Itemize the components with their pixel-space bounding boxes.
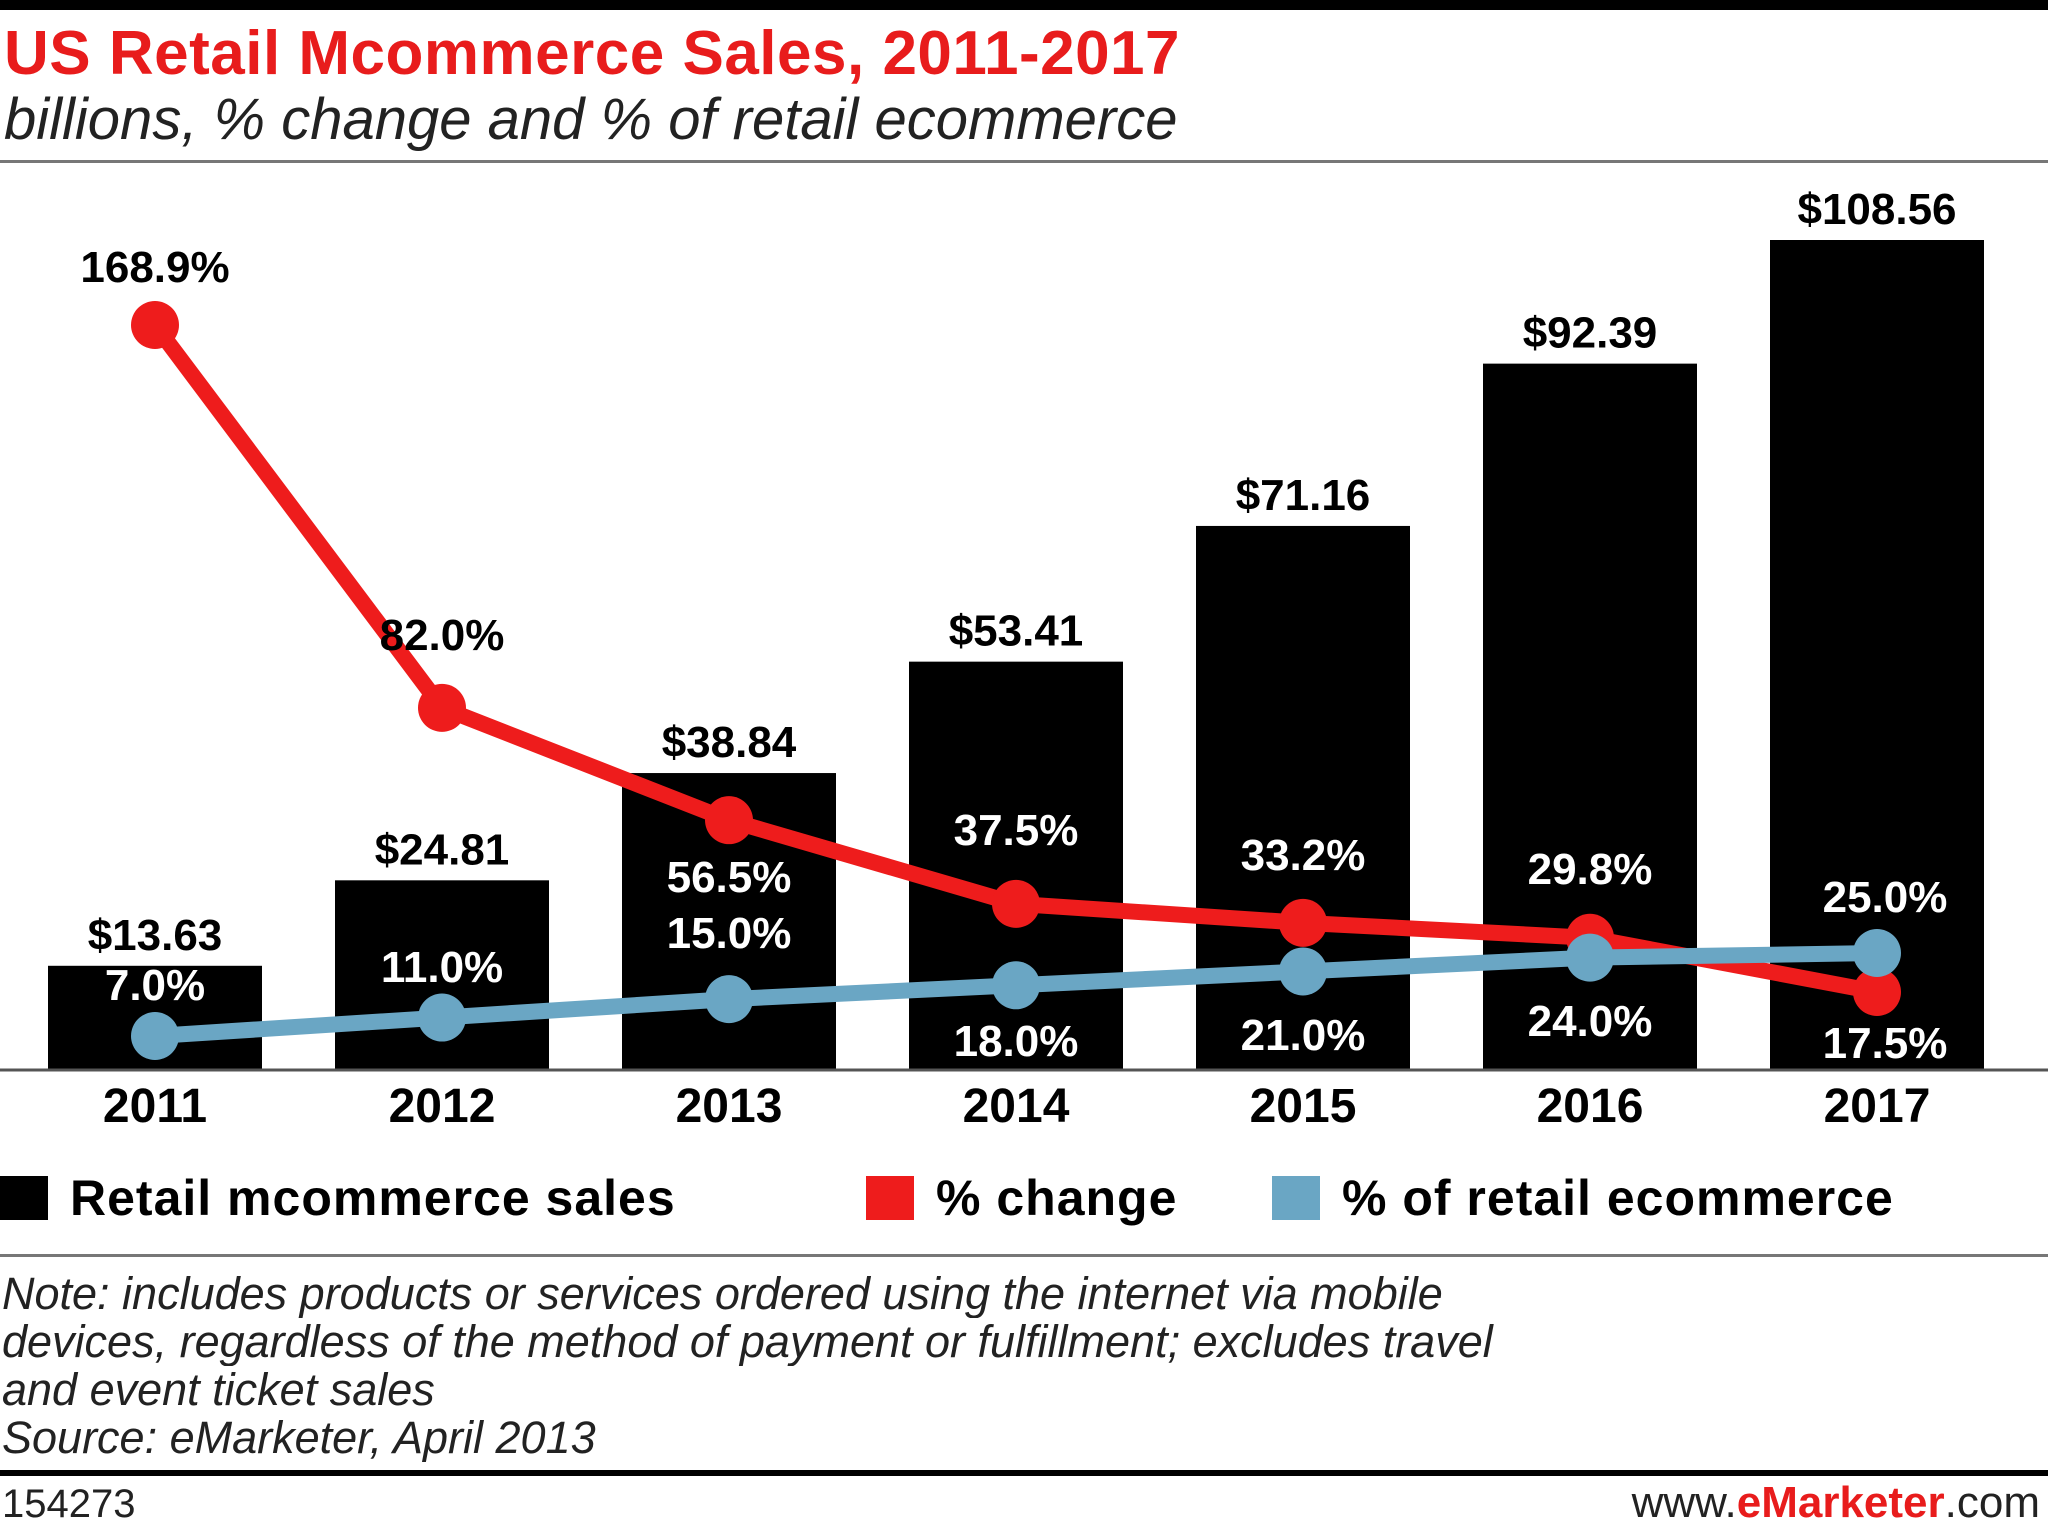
top-rule: [0, 0, 2048, 10]
share-point: [1279, 947, 1327, 996]
change-point: [1279, 898, 1327, 947]
share-point: [1566, 933, 1614, 982]
change-point: [705, 796, 753, 845]
change-point: [1853, 968, 1901, 1016]
share-label: 11.0%: [381, 943, 503, 992]
bar-value-label: $13.63: [88, 911, 223, 960]
share-point: [418, 993, 466, 1042]
chart-id: 154273: [2, 1482, 136, 1526]
bar-value-label: $53.41: [949, 607, 1084, 656]
change-label: 56.5%: [667, 853, 792, 902]
bar-value-label: $92.39: [1523, 309, 1658, 358]
bar-value-label: $24.81: [375, 825, 510, 874]
change-point: [418, 683, 466, 732]
bar-value-label: $38.84: [662, 718, 797, 767]
url-prefix: www.: [1631, 1478, 1737, 1527]
legend-swatch-sales: [0, 1176, 48, 1220]
note-line: Note: includes products or services orde…: [2, 1270, 1443, 1318]
chart-title: US Retail Mcommerce Sales, 2011-2017: [4, 19, 1181, 88]
legend-item-change: % change: [866, 1168, 1177, 1228]
change-label: 17.5%: [1823, 1019, 1948, 1068]
share-label: 24.0%: [1528, 997, 1653, 1046]
x-tick-label: 2017: [1824, 1080, 1931, 1130]
legend-item-sales: Retail mcommerce sales: [0, 1168, 676, 1228]
change-label: 82.0%: [380, 611, 505, 660]
change-label: 37.5%: [954, 806, 1079, 855]
share-label: 25.0%: [1823, 873, 1948, 922]
source-url: www.eMarketer.com: [1632, 1478, 2040, 1528]
change-label: 29.8%: [1528, 845, 1653, 894]
note-divider: [0, 1254, 2048, 1257]
change-label: 168.9%: [80, 243, 229, 292]
legend-item-share: % of retail ecommerce: [1272, 1168, 1894, 1228]
share-label: 21.0%: [1241, 1011, 1366, 1060]
mcommerce-chart: $13.63 $24.81 $38.84 $53.41 $71.16 $92.39 $108…: [0, 185, 2048, 1130]
share-point: [992, 961, 1040, 1010]
share-label: 15.0%: [667, 909, 792, 958]
header-divider: [0, 160, 2048, 163]
share-point: [1853, 929, 1901, 977]
change-point: [131, 301, 179, 349]
brand-name: eMarketer: [1736, 1478, 1945, 1527]
share-label: 7.0%: [105, 961, 205, 1010]
legend-label-share: % of retail ecommerce: [1342, 1170, 1894, 1226]
x-tick-label: 2013: [676, 1080, 783, 1130]
x-tick-label: 2016: [1537, 1080, 1644, 1130]
share-label: 18.0%: [954, 1017, 1079, 1066]
legend-swatch-change: [866, 1176, 914, 1220]
legend: Retail mcommerce sales % change % of ret…: [0, 1168, 2048, 1228]
legend-swatch-share: [1272, 1176, 1320, 1220]
legend-label-change: % change: [936, 1170, 1178, 1226]
footer-rule: [0, 1470, 2048, 1476]
legend-label-sales: Retail mcommerce sales: [70, 1170, 676, 1226]
note-line: devices, regardless of the method of pay…: [2, 1318, 1493, 1366]
x-tick-label: 2015: [1250, 1080, 1357, 1130]
url-suffix: .com: [1944, 1478, 2040, 1527]
x-tick-label: 2014: [963, 1080, 1070, 1130]
bar-value-label: $108.56: [1797, 185, 1956, 234]
bar-value-label: $71.16: [1236, 471, 1371, 520]
change-point: [992, 879, 1040, 928]
x-tick-label: 2012: [389, 1080, 496, 1130]
change-label: 33.2%: [1241, 831, 1366, 880]
note-block: Note: includes products or services orde…: [2, 1270, 2042, 1462]
share-point: [131, 1012, 179, 1060]
share-point: [705, 975, 753, 1024]
source-line: Source: eMarketer, April 2013: [2, 1414, 596, 1462]
note-line: and event ticket sales: [2, 1366, 435, 1414]
x-tick-label: 2011: [103, 1080, 207, 1130]
chart-subtitle: billions, % change and % of retail ecomm…: [4, 87, 1178, 152]
